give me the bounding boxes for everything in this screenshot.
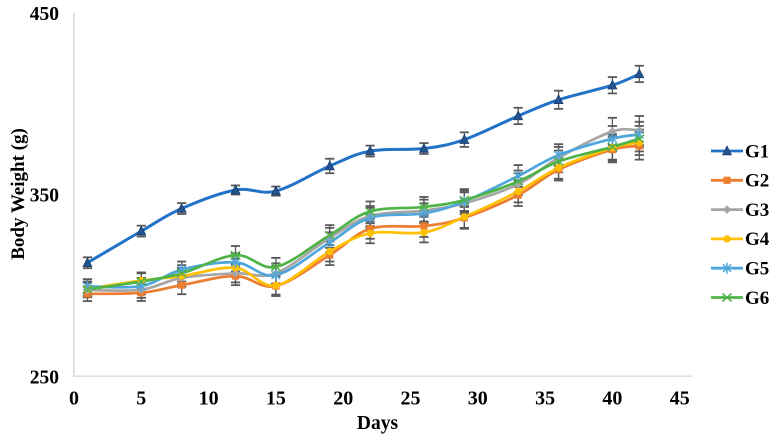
svg-text:40: 40: [602, 388, 622, 410]
svg-text:20: 20: [333, 388, 353, 410]
svg-text:G4: G4: [745, 229, 770, 250]
svg-text:45: 45: [670, 388, 690, 410]
svg-text:350: 350: [30, 186, 59, 207]
svg-text:G2: G2: [745, 171, 769, 192]
svg-text:35: 35: [535, 388, 555, 410]
svg-text:G1: G1: [745, 141, 769, 162]
svg-text:Days: Days: [357, 413, 399, 434]
svg-text:30: 30: [468, 388, 488, 410]
svg-text:G5: G5: [745, 259, 769, 280]
svg-text:15: 15: [266, 388, 286, 410]
svg-text:Body Weight (g): Body Weight (g): [8, 128, 29, 260]
svg-text:450: 450: [30, 4, 59, 25]
svg-text:250: 250: [30, 368, 59, 389]
svg-text:5: 5: [136, 388, 146, 410]
svg-text:10: 10: [199, 388, 219, 410]
svg-text:0: 0: [69, 388, 79, 410]
svg-text:G6: G6: [745, 288, 769, 309]
svg-text:25: 25: [401, 388, 421, 410]
svg-text:G3: G3: [745, 200, 769, 221]
